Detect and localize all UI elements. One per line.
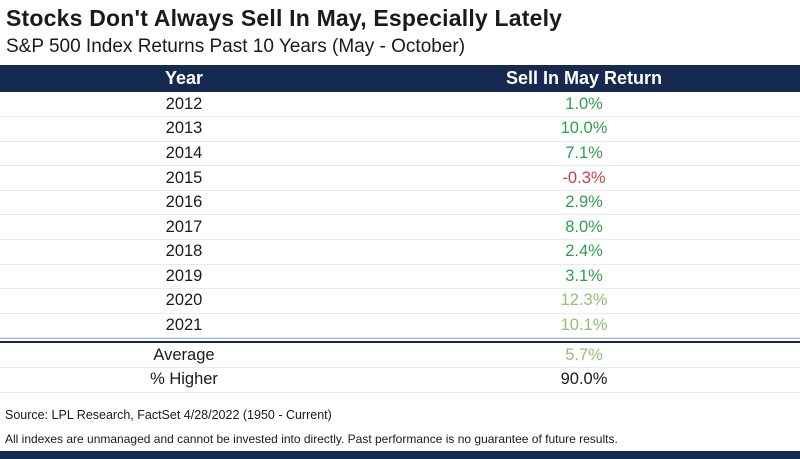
table-row: 2020 12.3% — [0, 289, 800, 314]
table-row: 2015 -0.3% — [0, 166, 800, 191]
label-cell: Average — [153, 345, 215, 364]
summary-body: Average 5.7% % Higher 90.0% — [0, 343, 800, 393]
label-cell: 2013 — [165, 119, 203, 138]
footer: Source: LPL Research, FactSet 4/28/2022 … — [5, 408, 795, 446]
value-cell: 2.4% — [565, 242, 603, 261]
value-cell: 8.0% — [565, 217, 603, 236]
source-text: Source: LPL Research, FactSet 4/28/2022 … — [5, 408, 332, 422]
value-cell: 2.9% — [565, 193, 603, 212]
table-body: 2012 1.0% 2013 10.0% 2014 7.1% 2015 -0.3% 2016 2.… — [0, 92, 800, 339]
table-row: 2018 2.4% — [0, 240, 800, 265]
label-cell: 2017 — [165, 217, 203, 236]
header-year: Year — [164, 68, 204, 89]
disclaimer-text: All indexes are unmanaged and cannot be … — [5, 432, 618, 446]
table-header-row: Year Sell In May Return — [0, 65, 800, 93]
value-cell: -0.3% — [562, 168, 606, 187]
summary-divider-navy-line — [0, 341, 800, 344]
label-cell: 2018 — [165, 242, 203, 261]
label-cell: 2016 — [165, 193, 203, 212]
header-return: Sell In May Return — [505, 68, 663, 89]
value-cell: 1.0% — [565, 94, 603, 113]
table-row: 2012 1.0% — [0, 92, 800, 118]
label-cell: 2012 — [165, 94, 203, 113]
value-cell: 5.7% — [565, 345, 603, 364]
summary-divider — [0, 338, 800, 344]
value-cell: 12.3% — [560, 291, 608, 310]
page-title: Stocks Don't Always Sell In May, Especia… — [6, 5, 563, 31]
bottom-bar — [0, 451, 800, 459]
page-subtitle: S&P 500 Index Returns Past 10 Years (May… — [6, 35, 466, 57]
table-row: 2021 10.1% — [0, 314, 800, 339]
value-cell: 10.0% — [560, 119, 608, 138]
summary-row: % Higher 90.0% — [0, 368, 800, 393]
label-cell: 2015 — [165, 168, 203, 187]
label-cell: 2019 — [165, 266, 203, 285]
table-row: 2017 8.0% — [0, 215, 800, 240]
label-cell: 2021 — [165, 316, 203, 335]
table-row: 2019 3.1% — [0, 265, 800, 290]
value-cell: 90.0% — [560, 370, 608, 389]
value-cell: 3.1% — [565, 266, 603, 285]
table-row: 2016 2.9% — [0, 191, 800, 216]
label-cell: % Higher — [150, 370, 218, 389]
table-row: 2014 7.1% — [0, 142, 800, 167]
table-row: 2013 10.0% — [0, 117, 800, 142]
value-cell: 10.1% — [560, 316, 608, 335]
label-cell: 2020 — [165, 291, 203, 310]
value-cell: 7.1% — [565, 143, 603, 162]
label-cell: 2014 — [165, 143, 203, 162]
summary-row: Average 5.7% — [0, 343, 800, 368]
